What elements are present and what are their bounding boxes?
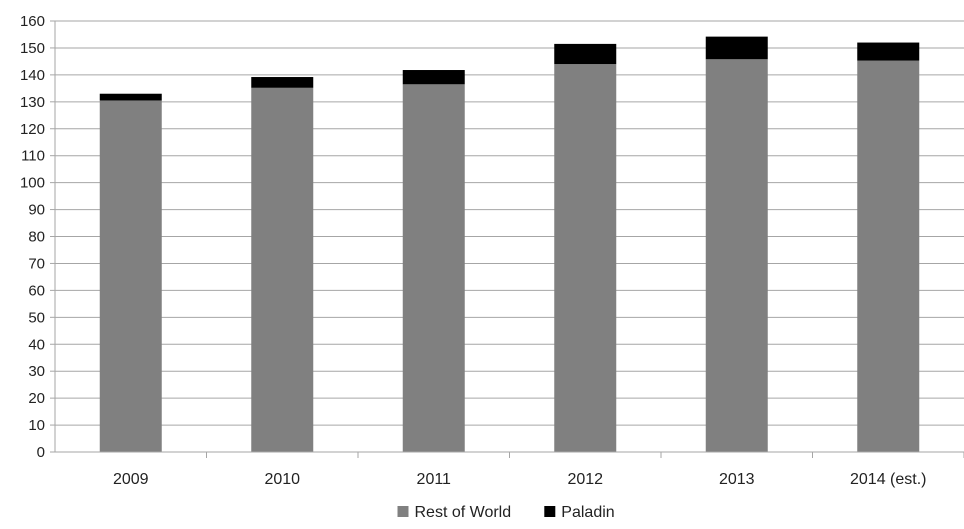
x-tick-label: 2012: [567, 471, 603, 488]
legend-label: Paladin: [561, 504, 614, 521]
y-tick-label: 120: [20, 121, 45, 138]
legend-swatch: [544, 506, 556, 517]
x-tick-label: 2014 (est.): [850, 471, 926, 488]
bar-rest-of-world: [251, 87, 314, 453]
y-tick-label: 30: [28, 363, 45, 380]
bar-rest-of-world: [705, 59, 768, 452]
bar-paladin: [554, 43, 617, 65]
y-tick-label: 90: [28, 202, 45, 219]
y-tick-label: 20: [28, 390, 45, 407]
axes: 0 10 20 30 40 50 60 70 80 90 100 110 120 130 140 150 160…: [20, 13, 964, 488]
y-tick-label: 150: [20, 40, 45, 57]
bar-paladin: [705, 36, 768, 60]
x-tick-label: 2009: [113, 471, 149, 488]
bar-rest-of-world: [99, 100, 162, 452]
y-tick-label: 0: [37, 444, 45, 461]
y-tick-label: 100: [20, 175, 45, 192]
y-tick-label: 160: [20, 13, 45, 30]
y-tick-label: 60: [28, 282, 45, 299]
x-tick-label: 2013: [719, 471, 755, 488]
x-tick-label: 2010: [264, 471, 300, 488]
bar-paladin: [99, 93, 162, 101]
bars: [99, 36, 920, 453]
bar-rest-of-world: [554, 64, 617, 452]
bar-rest-of-world: [402, 84, 465, 452]
y-tick-label: 10: [28, 417, 45, 434]
bar-paladin: [251, 77, 314, 88]
legend-label: Rest of World: [415, 504, 512, 521]
y-tick-label: 80: [28, 229, 45, 246]
legend: Rest of World Paladin: [397, 504, 615, 521]
y-tick-label: 110: [21, 148, 45, 165]
y-tick-label: 140: [20, 67, 45, 84]
bar-paladin: [857, 42, 920, 61]
y-tick-label: 70: [28, 255, 45, 272]
legend-swatch: [397, 506, 409, 517]
y-tick-label: 130: [20, 94, 45, 111]
x-tick-label: 2011: [417, 471, 452, 488]
bar-paladin: [402, 70, 465, 85]
gridlines: [55, 20, 964, 426]
bar-rest-of-world: [857, 60, 920, 453]
y-tick-label: 40: [28, 336, 45, 353]
y-tick-label: 50: [28, 309, 45, 326]
